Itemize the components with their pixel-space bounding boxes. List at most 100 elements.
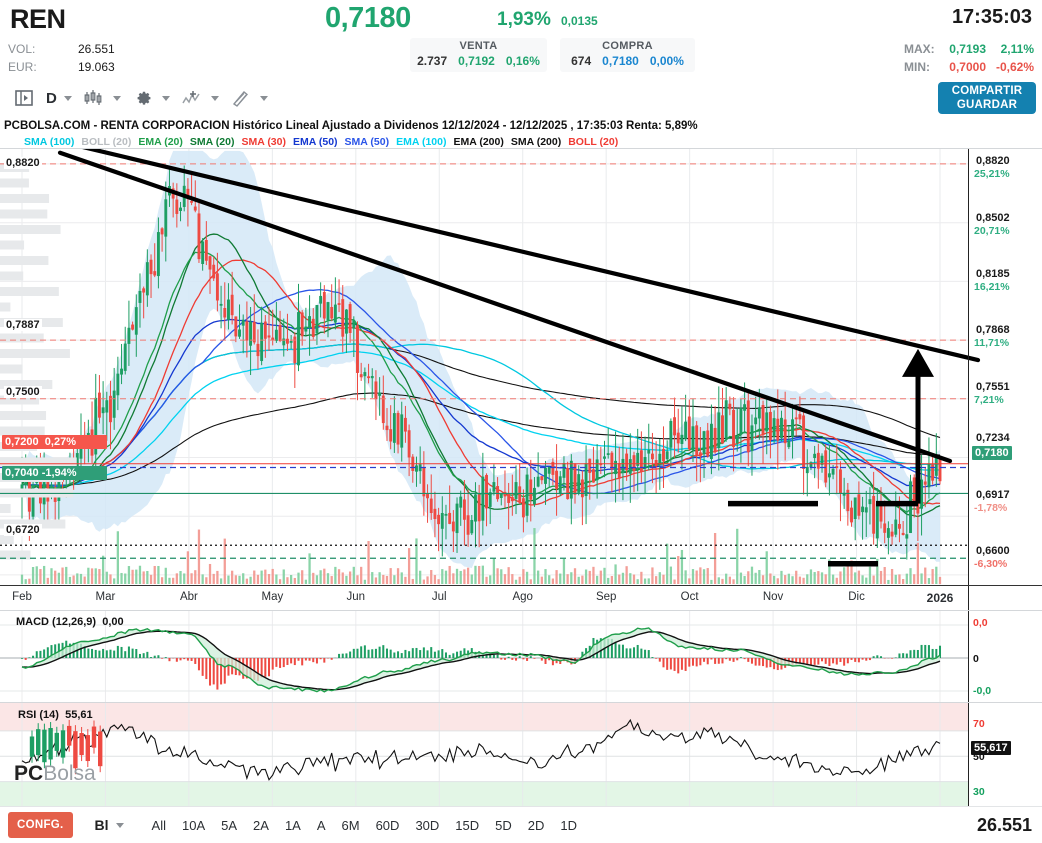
macd-value: 0,00: [102, 616, 124, 628]
rsi-label: RSI (14) 55,61: [18, 709, 93, 721]
macd-label: MACD (12,26,9) 0,00: [16, 616, 124, 628]
clock-time: 17:35:03: [951, 6, 1032, 28]
eur-label: EUR:: [8, 60, 37, 74]
price-plot: [0, 149, 981, 586]
max-percent: 2,11%: [1000, 42, 1034, 56]
bid-percent: 0,00%: [649, 54, 684, 68]
chart-toolbar: D: [0, 78, 1042, 118]
indicators-button[interactable]: [176, 84, 223, 112]
legend-item[interactable]: SMA (30): [241, 136, 286, 148]
timeframe-selector[interactable]: D: [42, 88, 76, 109]
volume-label: VOL:: [8, 42, 36, 56]
right-axis-pct: 11,71%: [974, 337, 1010, 349]
period-button-2a[interactable]: 2A: [253, 817, 269, 833]
right-axis-price: 0,8185: [974, 268, 1012, 280]
period-button-5d[interactable]: 5D: [495, 817, 512, 833]
session-max: MAX: 0,7193 2,11%: [904, 42, 1034, 56]
date-axis-label: Nov: [762, 591, 784, 603]
right-axis-price: 0,8502: [974, 212, 1012, 224]
tag-pct: 0,27%: [44, 436, 76, 448]
right-axis-price: 0,7234: [974, 432, 1012, 444]
legend-item[interactable]: SMA (50): [344, 136, 390, 148]
rsi-panel[interactable]: RSI (14) 55,61 70 50 30 55,617: [0, 702, 1042, 807]
period-button-a[interactable]: A: [316, 817, 326, 833]
price-chart-panel[interactable]: 0,8820 0,7887 0,7500 0,6720 0,7200 0,27%…: [0, 148, 1042, 586]
rsi-axis-70: 70: [973, 718, 985, 730]
max-value: 0,7193: [949, 42, 986, 56]
right-axis-pct: 25,21%: [974, 168, 1010, 180]
session-min: MIN: 0,7000 -0,62%: [904, 60, 1034, 74]
bottom-toolbar: CONFG. Bl All 10A 5A 2A 1A A 6M 60D 30D 15D 5D 2D 1D…: [0, 806, 1042, 843]
last-price: 0,7180: [325, 2, 411, 34]
sidebar-toggle-icon: [12, 86, 36, 110]
macd-panel[interactable]: MACD (12,26,9) 0,00 0,0 0 -0,0: [0, 610, 1042, 703]
macd-axis-bottom: -0,0: [973, 685, 992, 697]
period-button-2d[interactable]: 2D: [527, 817, 545, 833]
market-selector[interactable]: Bl: [95, 817, 124, 833]
date-axis-labels: Feb Mar Abr May Jun Jul Ago Sep Oct Nov Dic 2026: [0, 586, 1042, 611]
legend-item[interactable]: EMA (20): [138, 136, 183, 148]
macd-axis-top: 0,0: [973, 617, 988, 629]
ticker-symbol: REN: [10, 4, 66, 34]
legend-item[interactable]: EMA (100): [396, 136, 447, 148]
legend-item[interactable]: SMA (200): [510, 136, 562, 148]
share-save-button[interactable]: COMPARTIR GUARDAR: [938, 82, 1036, 114]
right-axis-price: 0,6600: [974, 545, 1012, 557]
gear-icon: [131, 86, 155, 110]
right-axis-pct: 16,21%: [974, 281, 1010, 293]
date-axis-label: Ago: [512, 591, 533, 603]
rsi-name: RSI (14): [18, 709, 59, 721]
legend-item[interactable]: BOLL (20): [81, 136, 132, 148]
legend-item[interactable]: SMA (100): [24, 136, 75, 148]
macd-plot: [0, 611, 968, 703]
ask-percent: 0,16%: [505, 54, 540, 68]
watermark-bolsa: Bolsa: [43, 762, 96, 785]
settings-button[interactable]: [127, 84, 174, 112]
volume-value: 26.551: [78, 42, 115, 56]
period-button-1a[interactable]: 1A: [284, 817, 301, 833]
period-button-1d[interactable]: 1D: [560, 817, 578, 833]
chart-type-selector[interactable]: [78, 84, 125, 112]
date-axis-label: Jul: [431, 591, 447, 603]
left-axis-label: 0,7500: [4, 386, 42, 398]
date-axis-label: Mar: [95, 591, 116, 603]
date-axis: Feb Mar Abr May Jun Jul Ago Sep Oct Nov Dic 2026: [0, 585, 1042, 610]
price-axis-divider: [968, 149, 969, 585]
drawing-tools-button[interactable]: [225, 84, 272, 112]
change-percent: 1,93%: [497, 9, 551, 30]
period-button-60d[interactable]: 60D: [375, 817, 400, 833]
chevron-down-icon: [259, 95, 268, 101]
legend-item[interactable]: EMA (200): [453, 136, 504, 148]
right-axis-pct: -6,30%: [974, 558, 1008, 570]
period-button-5a[interactable]: 5A: [221, 817, 238, 833]
period-button-all[interactable]: All: [151, 817, 166, 833]
date-axis-label: 2026: [926, 591, 954, 605]
min-value: 0,7000: [949, 60, 986, 74]
max-label: MAX:: [904, 42, 935, 56]
right-axis-pct: 7,21%: [974, 394, 1004, 406]
rsi-axis-divider: [968, 703, 969, 806]
market-label: Bl: [94, 817, 109, 833]
bid-price: 0,7180: [602, 54, 639, 68]
config-button[interactable]: CONFG.: [8, 812, 73, 838]
period-button-10a[interactable]: 10A: [181, 817, 206, 833]
tag-value: 0,7040: [5, 467, 39, 479]
ask-quantity: 2.737: [417, 54, 448, 68]
period-button-30d[interactable]: 30D: [415, 817, 440, 833]
legend-item[interactable]: SMA (20): [189, 136, 235, 148]
drawing-tools-icon: [229, 86, 253, 110]
sidebar-toggle-button[interactable]: [8, 84, 40, 112]
period-button-6m[interactable]: 6M: [341, 817, 360, 833]
legend-item[interactable]: EMA (50): [293, 136, 338, 148]
watermark-pc: PC: [14, 762, 44, 785]
period-button-15d[interactable]: 15D: [455, 817, 480, 833]
date-axis-label: Oct: [680, 591, 699, 603]
right-axis-price: 0,8820: [974, 155, 1012, 167]
date-axis-label: Sep: [595, 591, 617, 603]
left-axis-label: 0,6720: [4, 524, 42, 536]
legend-item[interactable]: BOLL (20): [568, 136, 619, 148]
right-axis-price: 0,6917: [974, 489, 1012, 501]
ask-price: 0,7192: [458, 54, 495, 68]
bid-quantity: 674: [571, 54, 592, 68]
min-label: MIN:: [904, 60, 930, 74]
